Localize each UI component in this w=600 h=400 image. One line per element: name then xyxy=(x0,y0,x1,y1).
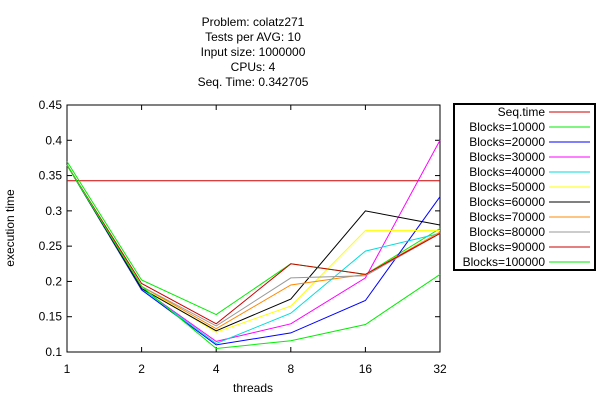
series-line-blocks-100000 xyxy=(66,164,441,350)
y-tick-label: 0.25 xyxy=(39,239,63,253)
y-axis-label: execution time xyxy=(3,189,17,267)
legend-label: Blocks=100000 xyxy=(463,255,546,269)
legend-label: Blocks=90000 xyxy=(469,240,545,254)
series-line-blocks-80000 xyxy=(66,164,441,327)
y-tick-label: 0.1 xyxy=(45,345,62,359)
x-tick-label: 4 xyxy=(213,362,220,376)
y-tick-label: 0.3 xyxy=(45,204,62,218)
x-axis-label: threads xyxy=(233,381,273,395)
x-tick-label: 1 xyxy=(64,362,71,376)
series-line-blocks-60000 xyxy=(66,164,441,332)
title-line-4: CPUs: 4 xyxy=(231,60,276,74)
legend-label: Seq.time xyxy=(498,105,546,119)
x-tick-label: 32 xyxy=(433,362,447,376)
y-tick-label: 0.4 xyxy=(45,133,62,147)
legend-items: Seq.timeBlocks=10000Blocks=20000Blocks=3… xyxy=(463,105,590,269)
legend-label: Blocks=60000 xyxy=(469,195,545,209)
legend-label: Blocks=20000 xyxy=(469,135,545,149)
title-line-5: Seq. Time: 0.342705 xyxy=(198,75,309,89)
legend: Seq.timeBlocks=10000Blocks=20000Blocks=3… xyxy=(453,103,596,271)
y-tick-label: 0.15 xyxy=(39,310,63,324)
y-tick-label: 0.35 xyxy=(39,169,63,183)
series-line-blocks-30000 xyxy=(66,140,441,342)
series-line-blocks-90000 xyxy=(66,164,441,325)
y-tick-label: 0.2 xyxy=(45,274,62,288)
title-line-3: Input size: 1000000 xyxy=(201,45,306,59)
series-lines xyxy=(66,140,441,350)
legend-label: Blocks=70000 xyxy=(469,210,545,224)
title-line-2: Tests per AVG: 10 xyxy=(205,30,301,44)
x-tick-label: 16 xyxy=(359,362,373,376)
title-line-1: Problem: colatz271 xyxy=(202,15,305,29)
y-axis: 0.1 0.15 0.2 0.25 0.3 0.35 0.4 0.45 xyxy=(39,98,440,359)
legend-label: Blocks=80000 xyxy=(469,225,545,239)
x-axis: 1 2 4 8 16 32 xyxy=(64,105,447,376)
y-tick-label: 0.45 xyxy=(39,98,63,112)
legend-label: Blocks=10000 xyxy=(469,120,545,134)
legend-label: Blocks=40000 xyxy=(469,165,545,179)
legend-label: Blocks=30000 xyxy=(469,150,545,164)
series-line-blocks-10000 xyxy=(66,161,441,316)
x-tick-label: 2 xyxy=(138,362,145,376)
legend-label: Blocks=50000 xyxy=(469,180,545,194)
series-line-blocks-20000 xyxy=(66,164,441,346)
x-tick-label: 8 xyxy=(287,362,294,376)
chart-title: Problem: colatz271 Tests per AVG: 10 Inp… xyxy=(198,15,309,89)
